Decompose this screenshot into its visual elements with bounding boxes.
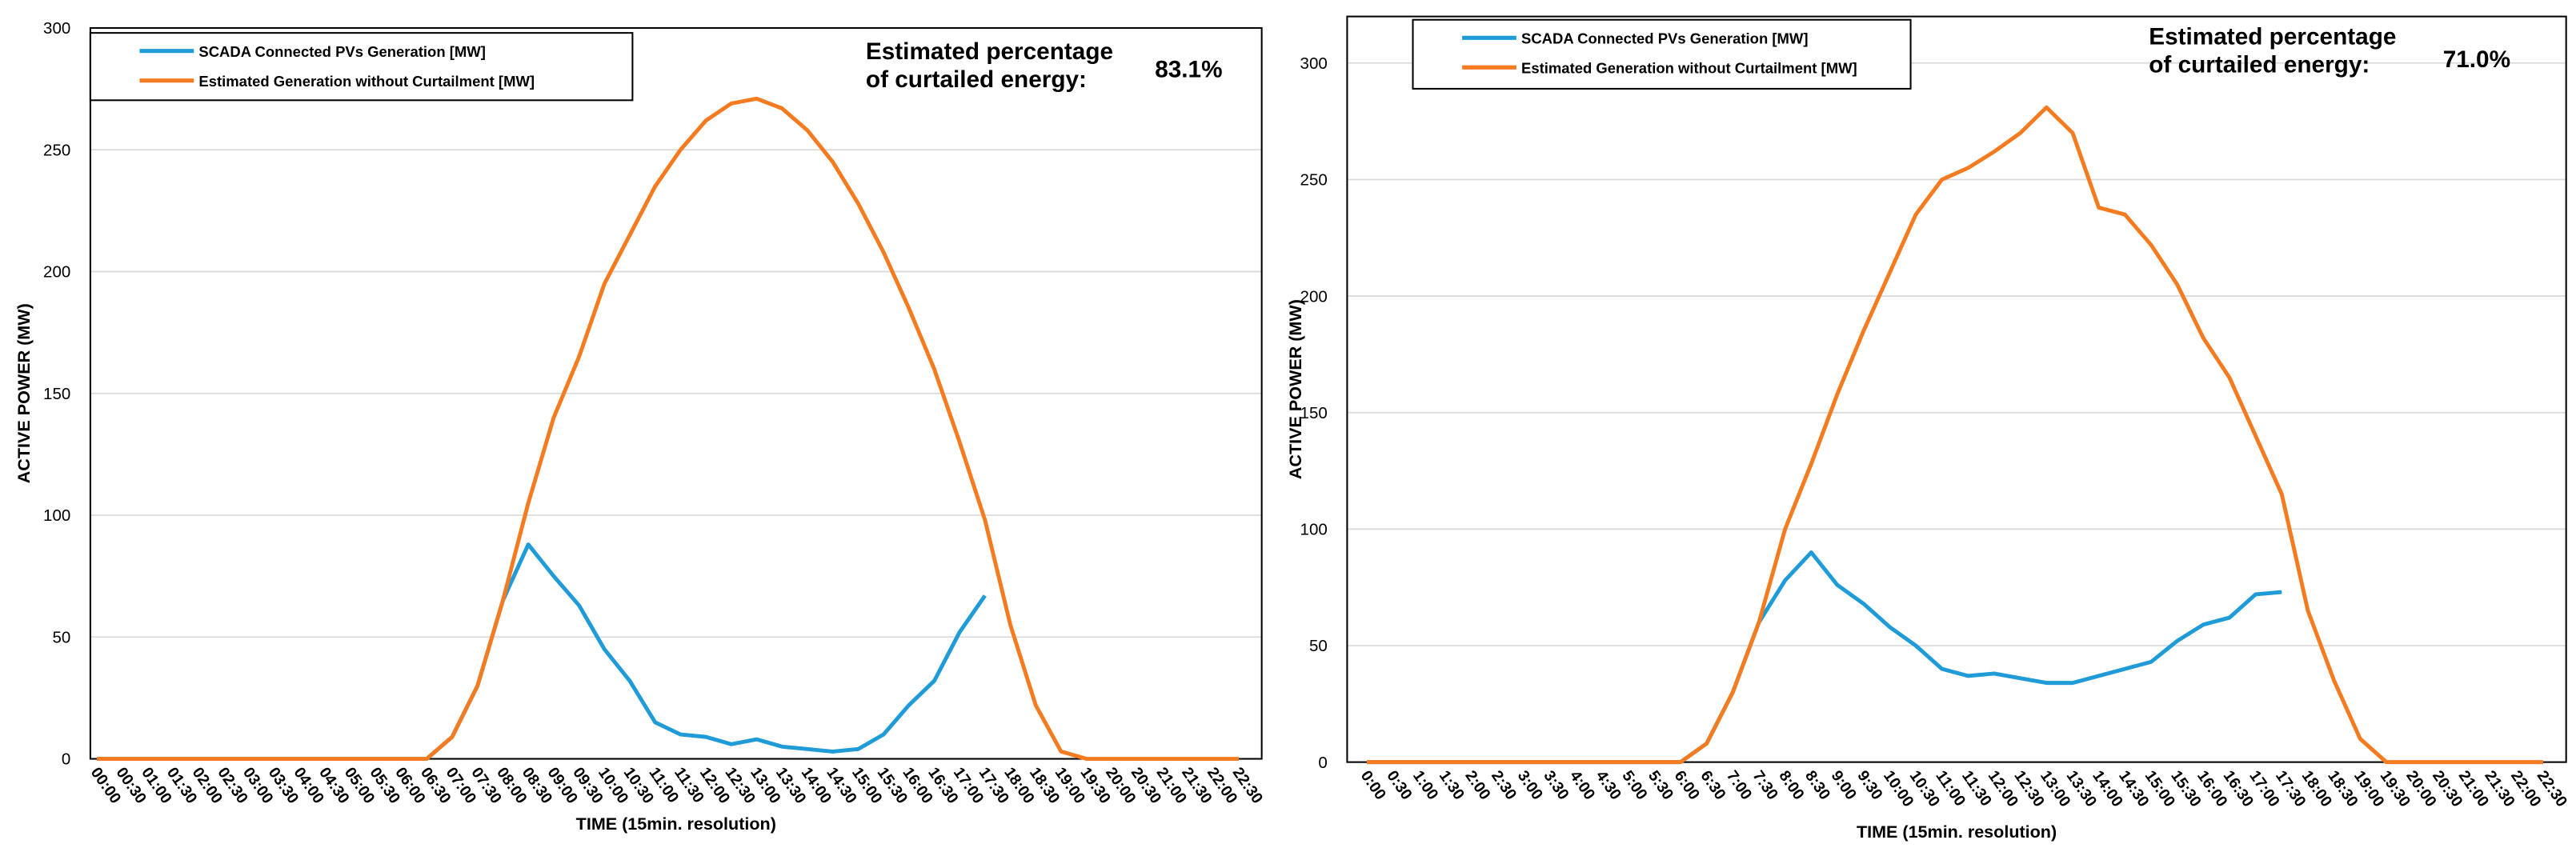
series-line (97, 96, 1239, 761)
annotation-value: 83.1% (1155, 57, 1222, 83)
x-axis-label: TIME (15min. resolution) (1857, 822, 2057, 842)
x-tick-label: 2:00 (1461, 767, 1493, 803)
x-tick-label: 4:30 (1592, 767, 1625, 803)
x-tick-label: 0:30 (1383, 767, 1415, 803)
chart: 0 50 100 150 200 250 300 0:000:301:001:302:002:… (1285, 15, 2570, 842)
annotation: of curtailed energy: (2149, 51, 2370, 78)
plot-area (1347, 16, 2566, 762)
x-tick-label: 6:30 (1697, 767, 1729, 803)
x-tick-label: 7:30 (1749, 767, 1781, 803)
annotation: of curtailed energy: (866, 66, 1087, 93)
x-tick-label: 1:30 (1436, 767, 1468, 803)
y-tick-label: 0 (62, 750, 70, 769)
y-tick-label: 150 (43, 385, 70, 403)
x-tick-label: 5:00 (1618, 767, 1650, 803)
y-tick-label: 50 (1309, 637, 1328, 655)
y-tick-label: 200 (1300, 287, 1328, 306)
x-tick-label: 9:00 (1828, 767, 1860, 803)
y-tick-label: 250 (1300, 171, 1328, 190)
y-tick-label: 200 (43, 263, 70, 282)
y-tick-label: 150 (1300, 404, 1328, 422)
x-tick-label: 1:00 (1409, 767, 1441, 803)
x-tick-label: 3:30 (1540, 767, 1572, 803)
legend-label: Estimated Generation without Curtailment… (1521, 59, 1857, 76)
annotation: Estimated percentage (2149, 24, 2396, 50)
x-axis-label: TIME (15min. resolution) (576, 814, 776, 834)
legend-box (89, 32, 634, 102)
legend-label: SCADA Connected PVs Generation [MW] (1521, 30, 1808, 46)
y-tick-label: 250 (43, 141, 70, 159)
plot-border (1346, 15, 2567, 763)
x-tick-label: 8:00 (1775, 767, 1807, 803)
x-tick-label: 8:30 (1801, 767, 1833, 803)
y-tick-label: 0 (1318, 754, 1327, 772)
annotation-value: 71.0% (2443, 46, 2510, 73)
x-tick-label: 2:30 (1488, 767, 1520, 803)
y-axis-label: ACTIVE POWER (MW) (14, 303, 34, 483)
y-tick-label: 300 (1300, 54, 1328, 73)
x-tick-label: 6:00 (1671, 767, 1703, 803)
y-tick-label: 100 (43, 506, 70, 525)
y-tick-label: 100 (1300, 521, 1328, 539)
legend-box (1412, 18, 1912, 90)
y-tick-label: 50 (52, 628, 70, 646)
annotation: Estimated percentage (866, 38, 1113, 65)
chart: 05010015020025030000:0000:3001:0001:3002… (14, 19, 1266, 834)
x-tick-label: 9:30 (1853, 767, 1885, 803)
plot-border (89, 26, 1263, 760)
y-tick-label: 300 (43, 19, 70, 38)
y-axis-label: ACTIVE POWER (MW) (1285, 299, 1305, 479)
legend-label: Estimated Generation without Curtailment… (198, 73, 535, 90)
x-tick-label: 7:00 (1723, 767, 1755, 803)
x-tick-label: 3:00 (1514, 767, 1546, 803)
series-line (1367, 105, 2543, 765)
x-tick-label: 0:00 (1357, 767, 1389, 803)
x-tick-label: 5:30 (1645, 767, 1677, 803)
x-tick-label: 4:00 (1566, 767, 1598, 803)
legend-label: SCADA Connected PVs Generation [MW] (198, 43, 485, 60)
